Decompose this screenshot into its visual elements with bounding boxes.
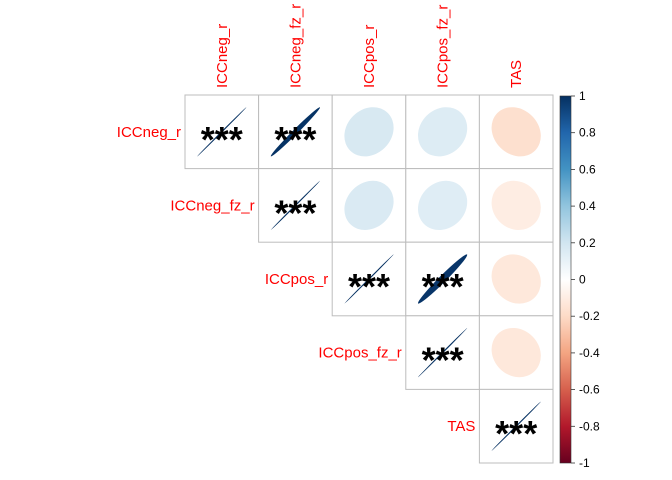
correlation-ellipse: [270, 180, 321, 231]
correlation-ellipse: [417, 180, 468, 231]
correlation-ellipse: [417, 327, 468, 378]
correlation-ellipse: [491, 401, 541, 451]
correlation-ellipse: [417, 254, 468, 304]
significance-label: ***: [274, 192, 316, 233]
correlation-ellipse: [344, 254, 394, 304]
row-label: ICCneg_fz_r: [170, 197, 254, 214]
column-label: ICCneg_r: [214, 24, 231, 88]
colorbar: 1 0.8 0.6 0.4 0.2 0 -0.2 -0.4 -0.6 -0.8 -1: [559, 89, 600, 470]
significance-label: ***: [422, 266, 464, 307]
correlation-ellipse: [344, 107, 394, 157]
correlation-ellipse: [197, 107, 247, 157]
cell-0-0: ***: [184, 94, 260, 170]
column-label: TAS: [508, 60, 525, 88]
cell-4-4: ***: [478, 388, 554, 464]
column-label: ICCpos_r: [361, 25, 378, 88]
cell-3-3: ***: [405, 315, 480, 390]
significance-label: ***: [348, 266, 390, 307]
correlation-ellipse: [417, 107, 468, 157]
colorbar-tick-label: 0.4: [579, 199, 596, 213]
correlation-cells: *** *** *** *** *** *** ***: [184, 94, 554, 464]
significance-label: ***: [274, 119, 316, 160]
colorbar-tick-label: 1: [579, 89, 586, 103]
cell-1-2: [331, 168, 407, 243]
cell-2-4: [478, 241, 554, 317]
correlation-ellipse: [491, 327, 541, 378]
column-label: ICCpos_fz_r: [435, 5, 452, 88]
variable-labels: ICCneg_r ICCneg_r ICCneg_fz_r ICCneg_fz_r IC…: [117, 4, 525, 435]
cell-3-4: [478, 315, 554, 390]
cell-2-2: ***: [331, 241, 407, 317]
row-label: ICCneg_r: [117, 124, 181, 141]
correlation-ellipse: [491, 254, 541, 304]
significance-label: ***: [422, 340, 464, 381]
cell-1-1: ***: [258, 168, 333, 243]
colorbar-tick-label: -0.2: [579, 309, 600, 323]
correlation-ellipse: [270, 107, 321, 157]
colorbar-tick-label: -1: [579, 456, 590, 470]
row-label: ICCpos_r: [265, 271, 328, 288]
colorbar-tick-label: -0.6: [579, 383, 600, 397]
colorbar-tick-label: 0.6: [579, 162, 596, 176]
cell-1-3: [405, 168, 480, 243]
row-label: TAS: [447, 418, 475, 435]
cell-0-4: [478, 94, 554, 170]
colorbar-tick-label: 0.8: [579, 126, 596, 140]
row-label: ICCpos_fz_r: [318, 345, 401, 362]
cell-0-2: [331, 94, 407, 170]
cell-2-3: ***: [405, 241, 480, 317]
colorbar-tick-label: -0.8: [579, 419, 600, 433]
correlation-ellipse: [344, 180, 394, 231]
column-label: ICCneg_fz_r: [287, 4, 304, 88]
cell-0-3: [405, 94, 480, 170]
colorbar-tick-label: -0.4: [579, 346, 600, 360]
correlation-ellipse: [491, 180, 541, 231]
colorbar-tick-label: 0.2: [579, 236, 596, 250]
colorbar-gradient: [560, 96, 571, 463]
significance-label: ***: [495, 413, 537, 454]
cell-0-1: ***: [258, 94, 333, 170]
significance-label: ***: [201, 119, 243, 160]
colorbar-tick-label: 0: [579, 273, 586, 287]
cell-1-4: [478, 168, 554, 243]
correlation-ellipse: [491, 107, 541, 157]
